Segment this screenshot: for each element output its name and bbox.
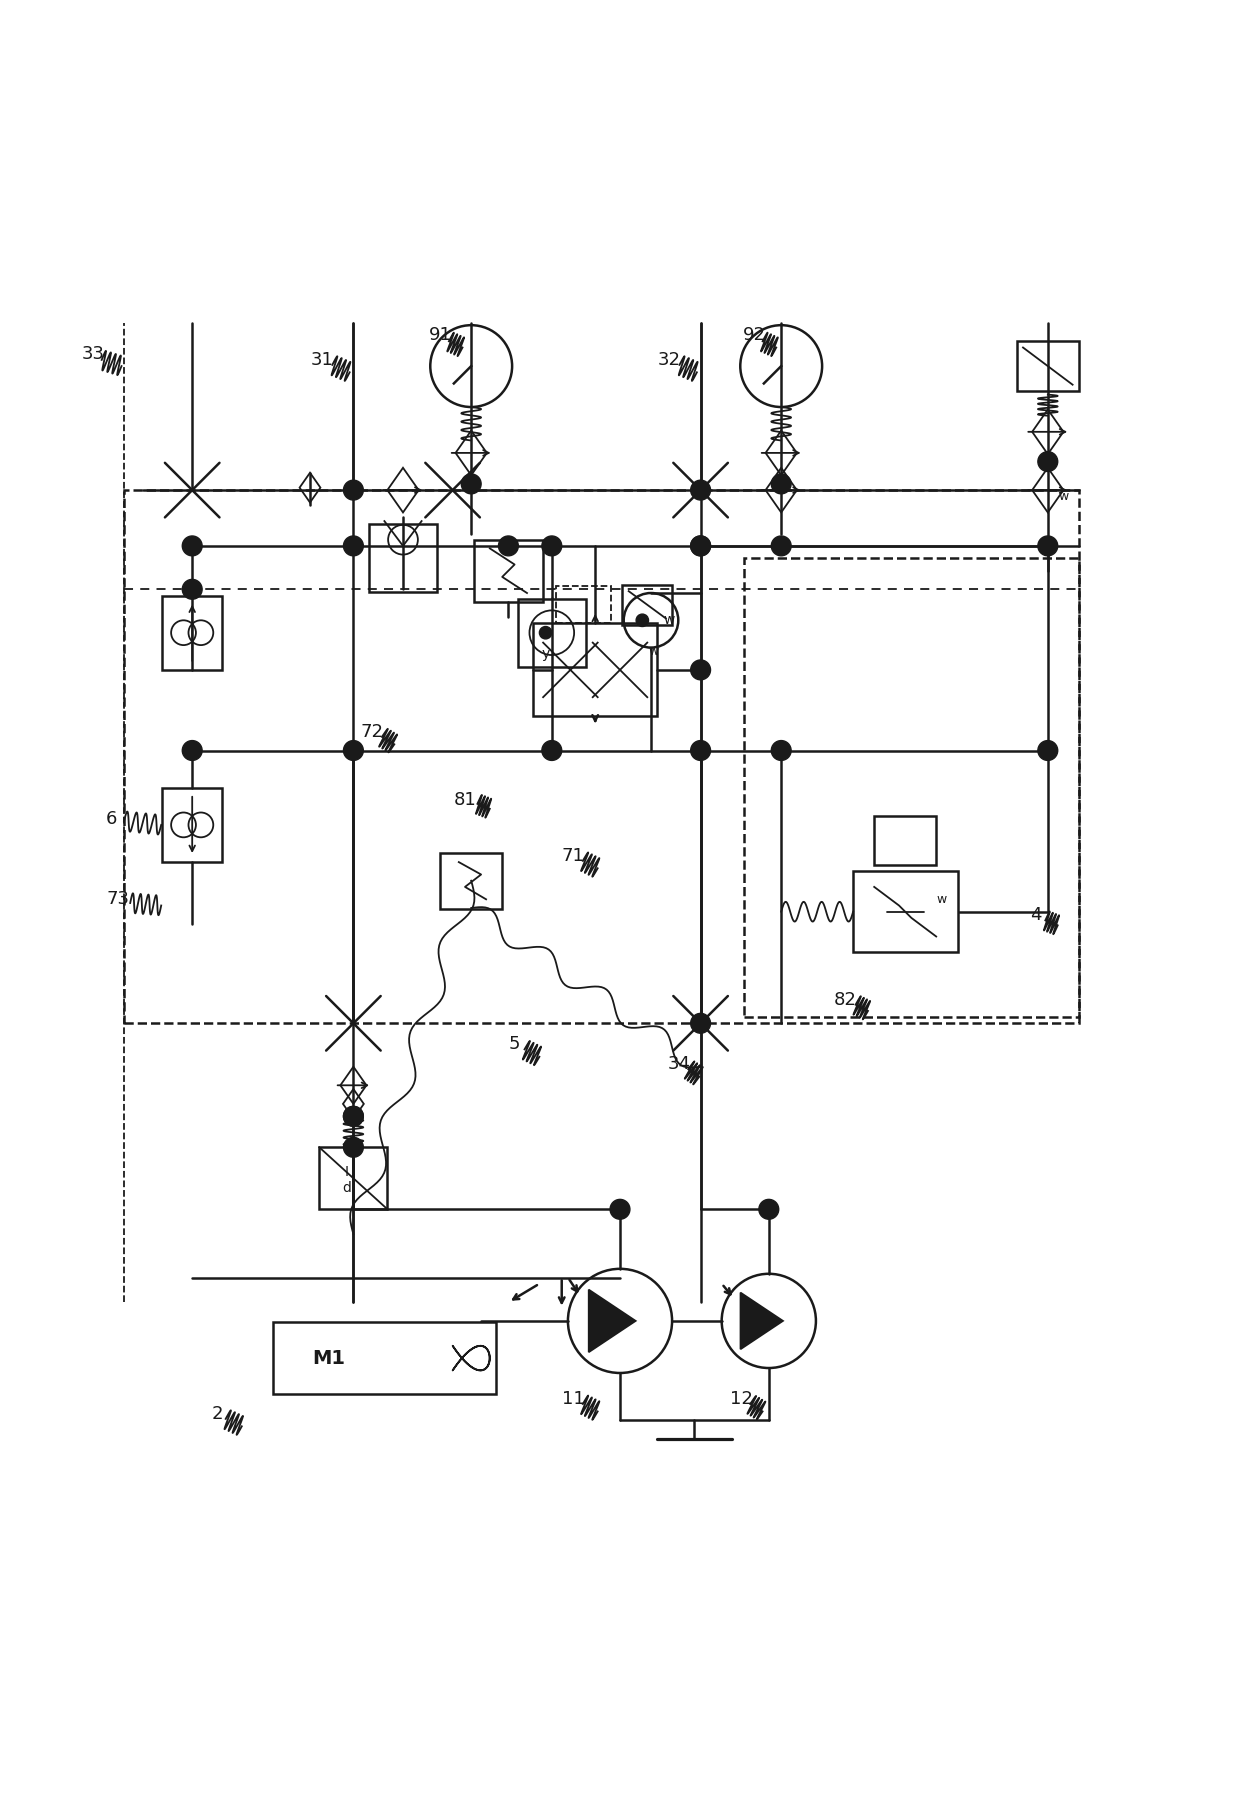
Text: 82: 82 <box>835 991 857 1009</box>
Circle shape <box>343 1107 363 1126</box>
Bar <box>162 788 222 862</box>
Circle shape <box>771 741 791 761</box>
Bar <box>622 585 672 625</box>
Bar <box>874 815 936 866</box>
Text: 92: 92 <box>743 326 765 344</box>
Text: w: w <box>936 893 946 906</box>
Circle shape <box>343 536 363 556</box>
Text: 11: 11 <box>562 1391 584 1407</box>
Bar <box>744 558 1079 1018</box>
Bar <box>124 491 1079 1023</box>
Bar <box>273 1322 496 1394</box>
Text: 34: 34 <box>668 1056 691 1074</box>
Circle shape <box>182 536 202 556</box>
Text: w: w <box>1059 489 1069 503</box>
Bar <box>533 623 657 717</box>
Circle shape <box>691 741 711 761</box>
Circle shape <box>636 614 649 627</box>
Circle shape <box>343 1137 363 1157</box>
Circle shape <box>610 1199 630 1219</box>
Text: 33: 33 <box>82 344 104 362</box>
Text: w: w <box>663 614 675 627</box>
Text: 72: 72 <box>361 723 383 741</box>
Bar <box>1017 340 1079 391</box>
Text: 5: 5 <box>508 1036 521 1054</box>
Circle shape <box>542 536 562 556</box>
Circle shape <box>343 480 363 500</box>
Circle shape <box>343 741 363 761</box>
Text: 73: 73 <box>107 891 129 909</box>
Text: w: w <box>649 645 658 657</box>
Circle shape <box>1038 741 1058 761</box>
Circle shape <box>691 659 711 679</box>
Polygon shape <box>589 1289 636 1353</box>
Bar <box>370 523 436 592</box>
Circle shape <box>461 474 481 494</box>
Text: 12: 12 <box>730 1391 753 1407</box>
Circle shape <box>691 480 711 500</box>
Circle shape <box>771 474 791 494</box>
Circle shape <box>771 536 791 556</box>
Circle shape <box>1038 451 1058 471</box>
Text: 71: 71 <box>562 848 584 866</box>
Polygon shape <box>740 1293 782 1349</box>
Circle shape <box>539 627 552 639</box>
Text: 31: 31 <box>311 351 334 369</box>
Circle shape <box>498 536 518 556</box>
Text: d: d <box>342 1181 351 1195</box>
Circle shape <box>691 536 711 556</box>
Bar <box>517 599 585 666</box>
Bar <box>162 596 222 670</box>
Circle shape <box>691 1014 711 1034</box>
Text: y: y <box>542 647 549 661</box>
Text: 32: 32 <box>658 351 681 369</box>
Bar <box>853 871 957 953</box>
Text: I: I <box>345 1164 348 1179</box>
Text: 4: 4 <box>1029 907 1042 924</box>
Circle shape <box>759 1199 779 1219</box>
Bar <box>319 1148 387 1210</box>
Text: M1: M1 <box>312 1349 345 1367</box>
Circle shape <box>542 741 562 761</box>
Circle shape <box>691 536 711 556</box>
Bar <box>474 540 543 601</box>
Circle shape <box>343 1107 363 1126</box>
Bar <box>440 853 502 909</box>
Circle shape <box>182 741 202 761</box>
Circle shape <box>1038 536 1058 556</box>
Text: 6: 6 <box>105 810 118 828</box>
Text: 2: 2 <box>211 1405 223 1423</box>
Circle shape <box>182 580 202 599</box>
Bar <box>556 587 611 623</box>
Text: 81: 81 <box>454 791 476 810</box>
Text: 91: 91 <box>429 326 451 344</box>
